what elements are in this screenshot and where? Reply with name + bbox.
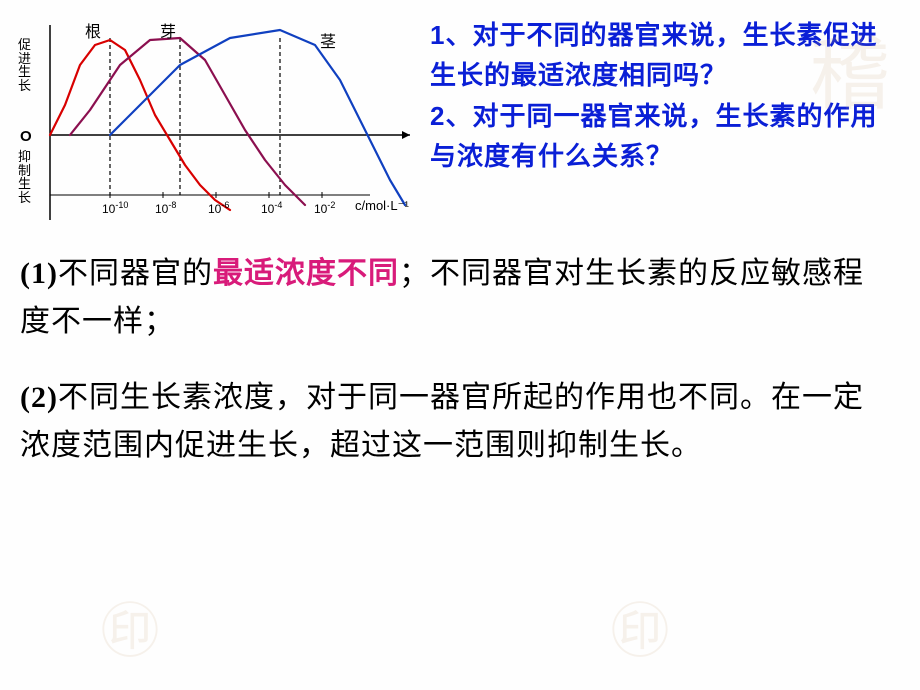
x-axis-label: c/mol·L⁻¹: [355, 198, 409, 214]
y-label-inhibit: 抑制生长: [18, 150, 31, 205]
answer-1-highlight: 最适浓度不同: [213, 257, 399, 290]
x-tick: 10-6: [208, 200, 229, 216]
question-2: 2、对于同一器官来说，生长素的作用与浓度有什么关系？: [430, 96, 900, 177]
x-tick: 10-10: [102, 200, 128, 216]
origin-label: O: [20, 128, 32, 145]
answer-2: (2)不同生长素浓度，对于同一器官所起的作用也不同。在一定浓度范围内促进生长，超…: [20, 374, 890, 470]
questions-block: 1、对于不同的器官来说，生长素促进生长的最适浓度相同吗？ 2、对于同一器官来说，…: [420, 10, 900, 230]
answers-block: (1)不同器官的最适浓度不同；不同器官对生长素的反应敏感程度不一样； (2)不同…: [0, 230, 920, 470]
question-1: 1、对于不同的器官来说，生长素促进生长的最适浓度相同吗？: [430, 15, 900, 96]
answer-1-num: (1): [20, 257, 58, 290]
answer-2-text: 不同生长素浓度，对于同一器官所起的作用也不同。在一定浓度范围内促进生长，超过这一…: [20, 381, 864, 462]
chart-svg: [10, 10, 420, 230]
top-row: 促进生长 O 抑制生长 根 芽 茎 10-10 10-8 10-6 10-4 10-2 c/…: [0, 0, 920, 230]
auxin-chart: 促进生长 O 抑制生长 根 芽 茎 10-10 10-8 10-6 10-4 10-2 c/…: [10, 10, 420, 230]
series-label-茎: 茎: [320, 28, 336, 52]
x-tick: 10-4: [261, 200, 282, 216]
watermark-decor: ㊞: [610, 583, 670, 670]
answer-1: (1)不同器官的最适浓度不同；不同器官对生长素的反应敏感程度不一样；: [20, 250, 890, 346]
watermark-decor: ㊞: [100, 583, 160, 670]
series-label-根: 根: [85, 18, 101, 42]
series-label-芽: 芽: [160, 18, 176, 42]
answer-1-pre: 不同器官的: [58, 257, 213, 290]
answer-2-num: (2): [20, 381, 58, 414]
x-tick: 10-2: [314, 200, 335, 216]
x-tick: 10-8: [155, 200, 176, 216]
y-label-promote: 促进生长: [18, 38, 31, 93]
